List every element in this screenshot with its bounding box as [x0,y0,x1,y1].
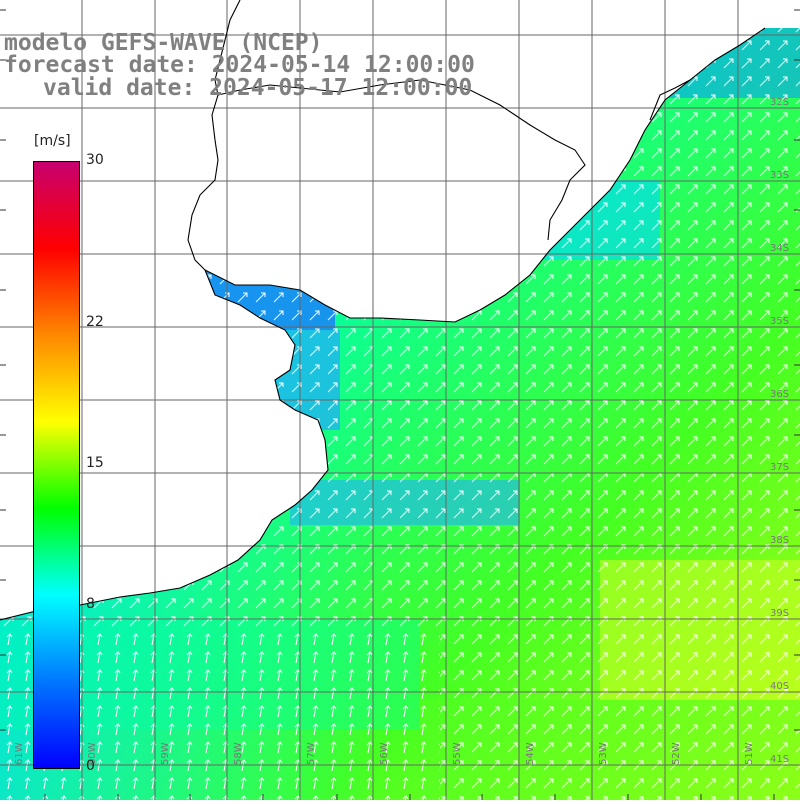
lon-label: 57W [306,742,317,765]
lat-label: 32S [770,97,789,108]
lon-label: 54W [525,742,536,765]
lon-label: 60W [87,742,98,765]
lat-label: 39S [770,608,789,619]
lon-label: 58W [233,742,244,765]
forecast-date: forecast date: 2024-05-14 12:00:00 [4,52,475,78]
lat-label: 41S [770,754,789,765]
valid-date: valid date: 2024-05-17 12:00:00 [43,75,473,101]
colorbar-tick-label: 8 [86,596,95,612]
colorbar-tick-label: 15 [86,455,104,471]
colorbar [33,161,80,769]
coastline [0,0,766,621]
lat-label: 37S [770,462,789,473]
colorbar-tick-label: 30 [86,152,104,168]
lat-label: 40S [770,681,789,692]
lon-label: 56W [379,742,390,765]
lon-label: 59W [160,742,171,765]
lat-label: 34S [770,243,789,254]
colorbar-tick-label: 22 [86,314,104,330]
lon-label: 55W [452,742,463,765]
lon-label: 51W [744,742,755,765]
lat-labels: 32S 33S 34S 35S 36S 37S 38S 39S 40S 41S [770,97,789,765]
model-title: modelo GEFS-WAVE (NCEP) [4,30,323,56]
lon-label: 61W [14,742,25,765]
lon-labels: 61W 60W 59W 58W 57W 56W 55W 54W 53W 52W … [14,742,755,765]
colorbar-tick-label: 0 [86,758,95,774]
colorbar-unit: [m/s] [34,133,71,149]
lat-label: 38S [770,535,789,546]
lat-label: 35S [770,316,789,327]
frame-ticks [0,9,800,800]
lon-label: 52W [671,742,682,765]
lon-label: 53W [598,742,609,765]
lat-label: 33S [770,170,789,181]
lat-label: 36S [770,389,789,400]
